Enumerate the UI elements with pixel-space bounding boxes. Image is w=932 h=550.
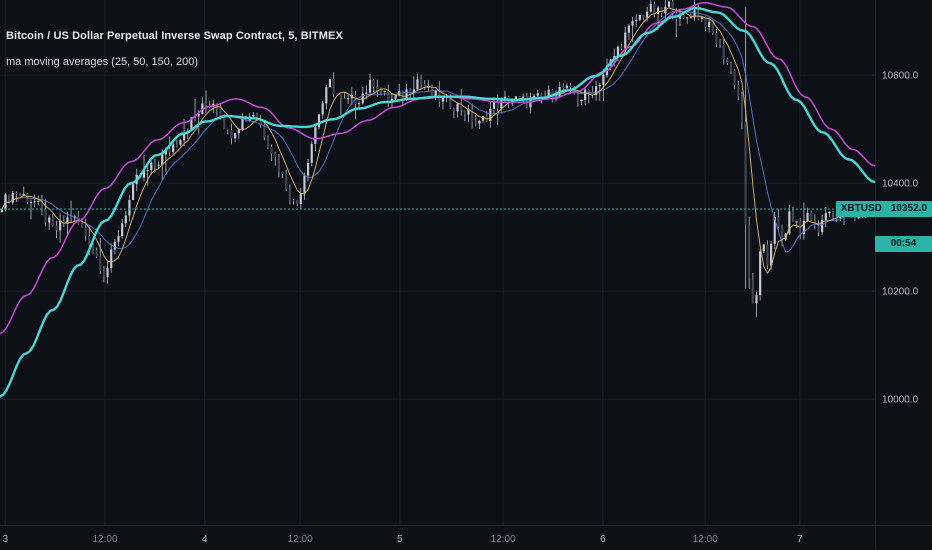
ma-line-50: [1, 11, 874, 253]
price-tick-label: 10600.0: [882, 71, 919, 82]
time-tick-label: 7: [797, 534, 803, 545]
symbol-title[interactable]: Bitcoin / US Dollar Perpetual Inverse Sw…: [6, 30, 343, 42]
time-tick-label: 12:00: [491, 534, 516, 545]
symbol-ticker: XBTUSD: [840, 203, 882, 215]
time-tick-label: 12:00: [693, 534, 718, 545]
last-price-value: 10352.0: [890, 203, 927, 215]
time-axis[interactable]: 3 12:00 4 12:00 5 12:00 6 12:00 7: [2, 534, 803, 545]
ma-line-25: [1, 7, 874, 274]
price-tick-label: 10000.0: [882, 395, 919, 406]
last-price-badge: XBTUSD 10352.0: [835, 201, 932, 218]
time-tick-label: 3: [2, 534, 8, 545]
indicator-label[interactable]: ma moving averages (25, 50, 150, 200): [6, 56, 199, 68]
price-tick-label: 10200.0: [882, 287, 919, 298]
bar-countdown-badge: 00:54: [875, 236, 932, 253]
price-tick-label: 10400.0: [882, 179, 919, 190]
time-tick-label: 4: [202, 534, 208, 545]
grid-lines: [0, 0, 875, 525]
ma-line-200: [0, 6, 875, 398]
chart-legend: Bitcoin / US Dollar Perpetual Inverse Sw…: [6, 30, 343, 68]
time-tick-label: 5: [397, 534, 403, 545]
price-axis[interactable]: 10600.0 10400.0 10200.0 10000.0: [882, 71, 919, 406]
time-tick-label: 12:00: [288, 534, 313, 545]
time-tick-label: 6: [600, 534, 606, 545]
time-tick-label: 12:00: [92, 534, 117, 545]
